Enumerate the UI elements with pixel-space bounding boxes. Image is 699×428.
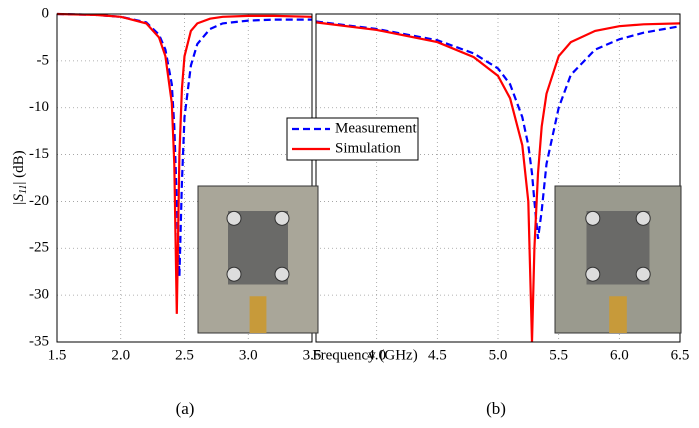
y-tick-label: -10	[29, 99, 49, 115]
y-tick-label: -25	[29, 240, 49, 256]
y-axis-label-sub: 11	[18, 185, 29, 194]
y-tick-label: 0	[42, 5, 50, 21]
inset-screw	[226, 210, 242, 226]
y-tick-label: -30	[29, 287, 49, 303]
panel-label: (b)	[486, 399, 506, 418]
legend-box	[286, 117, 419, 161]
x-tick-label: 3.5	[303, 347, 322, 363]
x-tick-label: 1.5	[48, 347, 67, 363]
legend: Measurement Simulation	[286, 117, 419, 161]
y-tick-label: -15	[29, 146, 49, 162]
inset-screw	[585, 266, 601, 282]
inset-screw	[274, 266, 290, 282]
data-line	[315, 20, 681, 240]
x-tick-label: 6.5	[671, 347, 690, 363]
inset-screw	[635, 210, 651, 226]
panel-label: (a)	[176, 399, 195, 418]
y-axis-label-part: | (dB)	[11, 150, 27, 184]
data-line	[315, 21, 681, 343]
data-line	[56, 12, 313, 314]
inset-screw	[585, 210, 601, 226]
inset-screw	[635, 266, 651, 282]
legend-label: Measurement	[335, 120, 417, 136]
inset-screw	[226, 266, 242, 282]
y-axis-label: |S11| (dB)	[11, 150, 29, 205]
x-tick-label: 3.0	[239, 347, 258, 363]
x-tick-label: 4.0	[367, 347, 386, 363]
x-tick-label: 5.5	[549, 347, 568, 363]
y-tick-label: -35	[29, 333, 49, 349]
y-tick-label: -5	[37, 52, 50, 68]
x-tick-label: 2.5	[175, 347, 194, 363]
y-axis-label-part: |S	[11, 193, 27, 205]
x-tick-label: 6.0	[610, 347, 629, 363]
plot-frame	[315, 13, 681, 343]
x-tick-label: 4.5	[428, 347, 447, 363]
x-tick-label: 5.0	[489, 347, 508, 363]
inset-connector	[609, 296, 627, 333]
inset-connector	[249, 296, 267, 333]
x-tick-label: 2.0	[111, 347, 130, 363]
x-axis-label: Frequency (GHz)	[312, 347, 417, 363]
inset-screw	[274, 210, 290, 226]
legend-label: Simulation	[335, 140, 401, 156]
plot-frame	[56, 13, 313, 343]
y-tick-label: -20	[29, 193, 49, 209]
